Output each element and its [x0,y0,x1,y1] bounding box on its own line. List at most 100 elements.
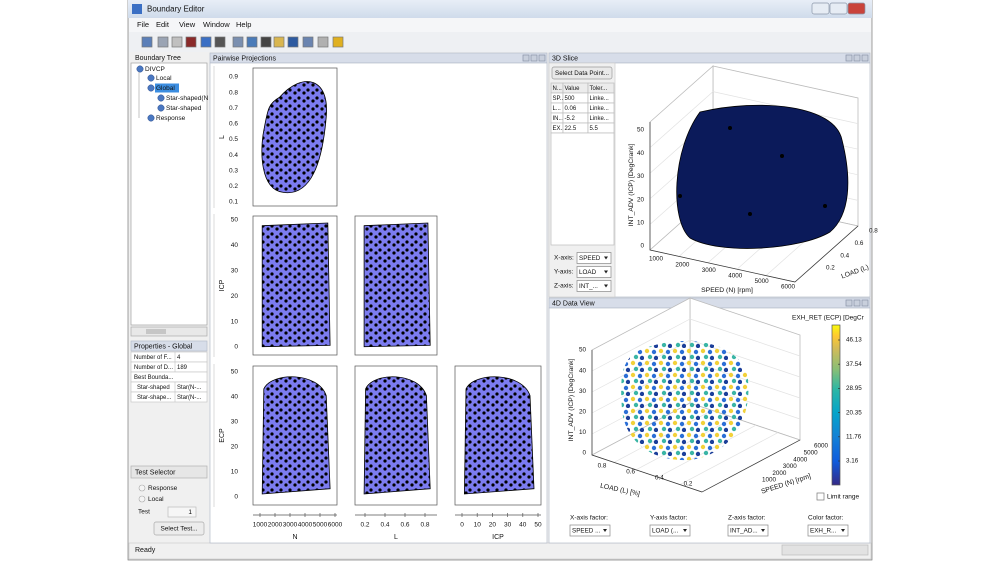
toolbar-button[interactable] [232,36,244,48]
dropdown-arrow [604,270,608,274]
panel-header [130,340,208,352]
tree-icon [147,84,155,92]
menu-item[interactable]: Help [236,20,251,29]
tick-label: 20 [579,408,587,415]
axis-label: SPEED (N) [rpm] [701,287,753,294]
tree-node[interactable]: Global [156,85,175,92]
y-tick-label: 0.5 [229,136,238,143]
table-row [130,391,208,403]
dropdown-arrow [603,529,607,532]
x-axis-label: ICP [492,534,504,541]
toolbar-button[interactable] [185,36,197,48]
dropdown[interactable] [649,524,691,537]
status-bar [128,542,872,560]
tree-node[interactable]: Star-shaped(N [166,95,209,102]
tick-label: 3000 [702,267,717,274]
dropdown-arrow [604,284,608,288]
tick-label: 0.2 [684,481,693,488]
radio[interactable] [138,484,146,492]
tick-label: 0.4 [655,475,664,482]
toolbar-button[interactable] [273,36,285,48]
toolbar-button[interactable] [157,36,169,48]
dropdown[interactable] [727,524,769,537]
panel-button[interactable] [853,54,861,62]
toolbar-button[interactable] [214,36,226,48]
x-tick-label: 30 [504,522,512,529]
dropdown[interactable] [576,252,612,264]
y-tick-label: 50 [231,369,239,376]
grid-line [591,318,691,372]
panel-button[interactable] [845,54,853,62]
tick-label: 40 [579,367,587,374]
table-cell: IN... [553,116,564,122]
colorbar-tick-label: 3.16 [846,458,859,465]
tick-label: 3000 [783,463,798,470]
tree-node[interactable]: DIVCP [145,66,165,73]
colorbar-tick-label: 28.95 [846,385,862,392]
panel-button[interactable] [853,299,861,307]
menu-item[interactable]: Window [203,20,230,29]
dropdown[interactable] [807,524,849,537]
tree-node[interactable]: Response [156,115,186,122]
y-tick-label: 40 [231,242,239,249]
menu-item[interactable]: Edit [156,20,170,29]
dropdown-value: SPEED ... [572,528,601,535]
button[interactable] [153,521,205,536]
y-tick-label: 10 [231,318,239,325]
button[interactable] [551,66,613,80]
dropdown-arrow [683,529,687,532]
tick-label: 2000 [675,261,690,268]
panel-button[interactable] [522,54,530,62]
toolbar-button[interactable] [246,36,258,48]
menu-item[interactable]: View [179,20,196,29]
tick-label: 4000 [728,272,743,279]
toolbar-button[interactable] [260,36,272,48]
field-label: Test [138,509,150,516]
field-label: Y-axis: [554,269,573,276]
axis-line [591,454,703,493]
tick-label: 5000 [755,278,770,285]
dropdown[interactable] [576,280,612,292]
toolbar-button[interactable] [317,36,329,48]
status-text: Ready [135,547,156,554]
window-button[interactable] [811,2,830,15]
tick-label: 0.6 [626,469,635,476]
tick-label: 40 [637,150,645,157]
tree-node[interactable]: Local [156,75,172,82]
table-cell: Linke... [590,116,610,122]
panel-button[interactable] [530,54,538,62]
toolbar-button[interactable] [302,36,314,48]
window-button[interactable] [829,2,848,15]
table-header: Toler... [590,86,608,92]
panel-button[interactable] [845,299,853,307]
window-title: Boundary Editor [147,5,205,14]
toolbar-button[interactable] [171,36,183,48]
y-axis-label: ECP [219,428,226,443]
panel-button[interactable] [538,54,546,62]
tree-node[interactable]: Star-shaped [166,105,202,112]
panel-button[interactable] [861,54,869,62]
toolbar-button[interactable] [287,36,299,48]
data-points [621,341,749,461]
dropdown[interactable] [576,266,612,278]
x-axis-label: N [292,534,297,541]
toolbar-button[interactable] [200,36,212,48]
tick-label: 50 [637,127,645,134]
table-cell: Linke... [590,106,610,112]
panel-button[interactable] [861,299,869,307]
tick-label: 0.4 [840,252,849,259]
spin-box[interactable] [167,506,197,518]
x-tick-label: 0.4 [380,522,389,529]
dropdown[interactable] [569,524,611,537]
radio[interactable] [138,495,146,503]
toolbar-button[interactable] [141,36,153,48]
tick-label: 20 [637,196,645,203]
field-label: Y-axis factor: [650,515,688,522]
dropdown-arrow [841,529,845,532]
toolbar-button[interactable] [332,36,344,48]
checkbox[interactable] [816,492,825,501]
menu-item[interactable]: File [137,20,149,29]
y-tick-label: 0.8 [229,89,238,96]
window-button[interactable] [847,2,866,15]
y-tick-label: 0.9 [229,74,238,81]
